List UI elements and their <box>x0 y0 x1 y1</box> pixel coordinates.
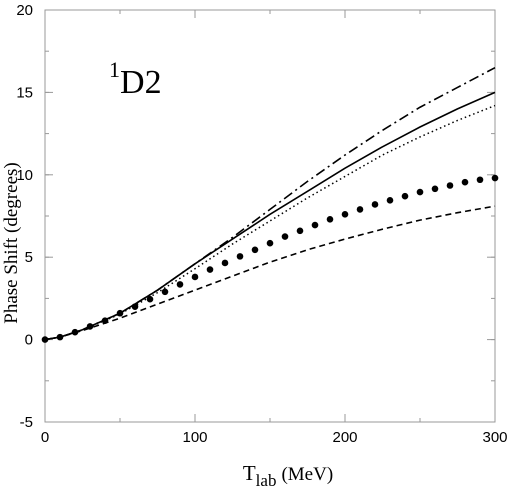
data-point <box>176 281 184 288</box>
data-point <box>386 197 394 204</box>
data-point <box>146 295 154 303</box>
data-point <box>476 176 484 184</box>
data-point <box>161 288 169 296</box>
series-layer <box>41 66 499 343</box>
data-point <box>266 239 274 247</box>
data-point <box>401 192 409 200</box>
data-point <box>491 174 499 182</box>
data-point <box>101 317 109 324</box>
y-tick-label: 15 <box>16 84 33 101</box>
data-point <box>221 259 229 267</box>
data-point <box>356 206 364 213</box>
data-point <box>191 273 199 281</box>
y-tick-label: 10 <box>16 167 33 184</box>
data-point <box>251 246 259 254</box>
data-point <box>71 328 79 336</box>
data-point <box>116 309 124 317</box>
x-axis-title-main: T <box>243 461 256 485</box>
x-axis-title-unit: (MeV) <box>281 464 333 485</box>
y-tick-label: 5 <box>25 249 33 266</box>
data-point <box>341 211 349 218</box>
x-tick-labels: 0 100 200 300 <box>41 429 508 446</box>
data-point <box>431 185 439 193</box>
data-point <box>56 333 64 341</box>
y-tick-label: -5 <box>20 414 33 431</box>
x-axis-title-subscript: lab <box>256 471 277 490</box>
data-point <box>326 215 334 223</box>
data-point <box>41 336 49 343</box>
data-point <box>86 323 94 330</box>
data-point <box>131 303 139 310</box>
panel-label-main: D <box>120 64 145 101</box>
panel-label-superscript: 1 <box>109 57 120 82</box>
panel-label: 1D2 <box>109 57 162 101</box>
x-axis-title: Tlab (MeV) <box>243 461 333 490</box>
data-point <box>416 188 424 196</box>
data-point <box>446 182 454 189</box>
x-tick-label: 300 <box>482 429 507 446</box>
x-tick-label: 100 <box>182 429 207 446</box>
y-tick-label: 20 <box>16 2 33 19</box>
y-axis-title: Phase Shift (degrees) <box>1 162 22 323</box>
panel-label-subscript: 2 <box>145 64 162 101</box>
data-point <box>461 178 469 186</box>
series-line-dashed <box>44 205 496 341</box>
data-point <box>371 201 379 208</box>
data-point <box>311 221 319 229</box>
y-tick-labels: -5 0 5 10 15 20 <box>16 2 33 431</box>
series-markers <box>41 174 499 343</box>
data-point <box>296 227 304 235</box>
data-point <box>281 233 289 240</box>
series-line-dotted <box>44 104 496 341</box>
data-point <box>236 253 244 260</box>
x-tick-label: 200 <box>332 429 357 446</box>
series-line-dash-dot <box>44 66 496 341</box>
major-ticks <box>44 9 496 423</box>
y-tick-label: 0 <box>25 332 33 349</box>
x-tick-label: 0 <box>41 429 49 446</box>
series-line-solid <box>44 91 496 341</box>
data-point <box>206 266 214 273</box>
